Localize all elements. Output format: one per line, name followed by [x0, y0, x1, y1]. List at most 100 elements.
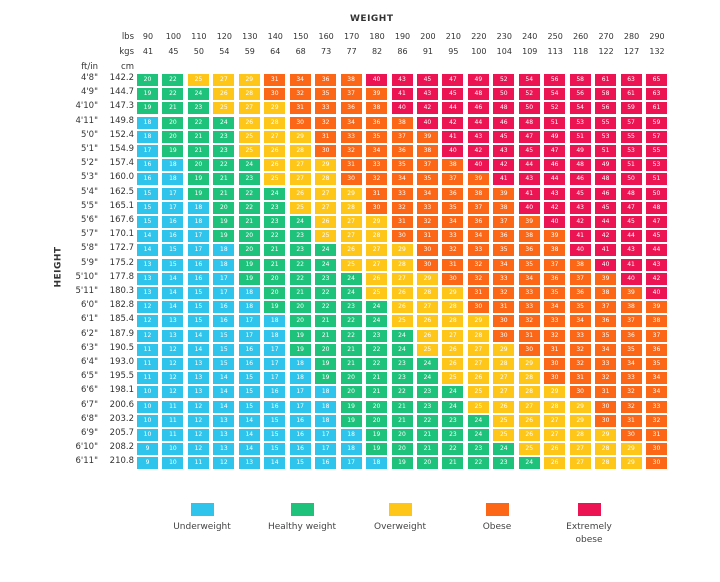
bmi-cell: 40 [391, 102, 413, 115]
bmi-cell: 22 [340, 329, 362, 342]
bmi-cell: 18 [213, 244, 235, 257]
bmi-cell: 28 [340, 201, 362, 214]
bmi-cell: 20 [264, 287, 286, 299]
bmi-cell: 28 [416, 287, 438, 299]
bmi-cell: 32 [416, 216, 438, 228]
bmi-cell: 24 [340, 287, 362, 299]
bmi-cell: 26 [391, 287, 413, 299]
bmi-cell: 15 [137, 201, 158, 214]
bmi-cell: 10 [162, 443, 184, 456]
bmi-cell: 33 [544, 315, 566, 328]
bmi-cell: 22 [162, 88, 184, 101]
bmi-cell: 18 [162, 173, 184, 186]
bmi-cell: 58 [595, 88, 617, 101]
bmi-cell: 41 [569, 230, 591, 243]
bmi-cell: 55 [646, 145, 667, 157]
bmi-cell: 19 [264, 301, 286, 314]
bmi-cell: 19 [187, 187, 209, 200]
bmi-cell: 32 [646, 414, 667, 427]
kgs-tick: 113 [547, 47, 563, 56]
bmi-cell: 29 [493, 343, 515, 356]
bmi-cell: 36 [467, 216, 489, 228]
bmi-cell: 25 [366, 287, 388, 299]
bmi-cell: 24 [238, 159, 260, 172]
bmi-cell: 30 [315, 145, 337, 157]
bmi-cell: 28 [442, 301, 464, 314]
bmi-cell: 19 [213, 216, 235, 228]
bmi-cell: 34 [442, 216, 464, 228]
bmi-cell: 44 [646, 244, 667, 257]
bmi-cell: 23 [467, 443, 489, 456]
height-ftin-tick: 6'9" [80, 428, 98, 438]
bmi-cell: 26 [366, 272, 388, 285]
bmi-cell: 14 [238, 443, 260, 456]
bmi-cell: 20 [289, 301, 311, 314]
height-cm-tick: 203.2 [109, 413, 134, 424]
bmi-cell: 19 [315, 358, 337, 370]
bmi-cell: 19 [162, 145, 184, 157]
bmi-cell: 38 [569, 258, 591, 271]
bmi-cell: 28 [544, 400, 566, 413]
bmi-cell: 32 [518, 315, 540, 328]
bmi-cell: 50 [646, 187, 667, 200]
bmi-cell: 25 [493, 414, 515, 427]
lbs-tick: 170 [343, 32, 360, 41]
height-cm-tick: 170.1 [109, 229, 134, 240]
bmi-cell: 20 [238, 230, 260, 243]
bmi-cell: 22 [340, 315, 362, 328]
bmi-cell: 34 [366, 145, 388, 157]
height-ftin-tick: 6'0" [80, 300, 98, 311]
bmi-cell: 18 [289, 372, 311, 385]
bmi-cell: 37 [620, 315, 642, 328]
bmi-cell: 27 [569, 457, 591, 470]
height-cm-tick: 142.2 [109, 73, 134, 83]
bmi-cell: 30 [518, 343, 540, 356]
height-cm-tick: 208.2 [109, 442, 134, 453]
bmi-cell: 16 [264, 400, 286, 413]
bmi-cell: 30 [391, 230, 413, 243]
bmi-cell: 24 [340, 272, 362, 285]
bmi-cell: 30 [646, 443, 667, 456]
bmi-cell: 15 [264, 414, 286, 427]
bmi-cell: 65 [646, 74, 667, 86]
bmi-cell: 16 [213, 301, 235, 314]
bmi-cell: 33 [467, 244, 489, 257]
bmi-cell: 21 [416, 429, 438, 441]
bmi-cell: 51 [544, 116, 566, 129]
height-ftin-tick: 5'2" [80, 158, 98, 169]
height-cm-tick: 187.9 [109, 328, 134, 339]
bmi-cell: 40 [569, 244, 591, 257]
bmi-cell: 45 [569, 187, 591, 200]
bmi-cell: 30 [416, 258, 438, 271]
bmi-cell: 43 [518, 173, 540, 186]
bmi-cell: 34 [595, 343, 617, 356]
bmi-cell: 50 [493, 88, 515, 101]
bmi-cell: 39 [493, 187, 515, 200]
bmi-cell: 31 [493, 301, 515, 314]
bmi-cell: 36 [518, 244, 540, 257]
bmi-cell: 26 [289, 187, 311, 200]
bmi-cell: 18 [264, 315, 286, 328]
bmi-cell: 47 [518, 130, 540, 143]
bmi-cell: 19 [289, 343, 311, 356]
bmi-cell: 18 [289, 358, 311, 370]
lbs-tick: 190 [394, 32, 411, 41]
bmi-cell: 23 [213, 130, 235, 143]
bmi-cell: 54 [544, 88, 566, 101]
bmi-cell: 29 [595, 429, 617, 441]
height-cm-tick: 147.3 [109, 101, 134, 112]
height-cm-tick: 210.8 [109, 456, 134, 467]
kgs-tick: 41 [142, 47, 154, 56]
bmi-cell: 21 [442, 457, 464, 470]
bmi-cell: 11 [187, 457, 209, 470]
bmi-cell: 28 [595, 457, 617, 470]
bmi-cell: 24 [442, 400, 464, 413]
bmi-cell: 18 [162, 159, 184, 172]
bmi-cell: 29 [366, 216, 388, 228]
bmi-cell: 14 [162, 301, 184, 314]
bmi-cell: 22 [467, 457, 489, 470]
bmi-cell: 42 [544, 201, 566, 214]
bmi-cell: 38 [467, 187, 489, 200]
bmi-cell: 17 [162, 187, 184, 200]
